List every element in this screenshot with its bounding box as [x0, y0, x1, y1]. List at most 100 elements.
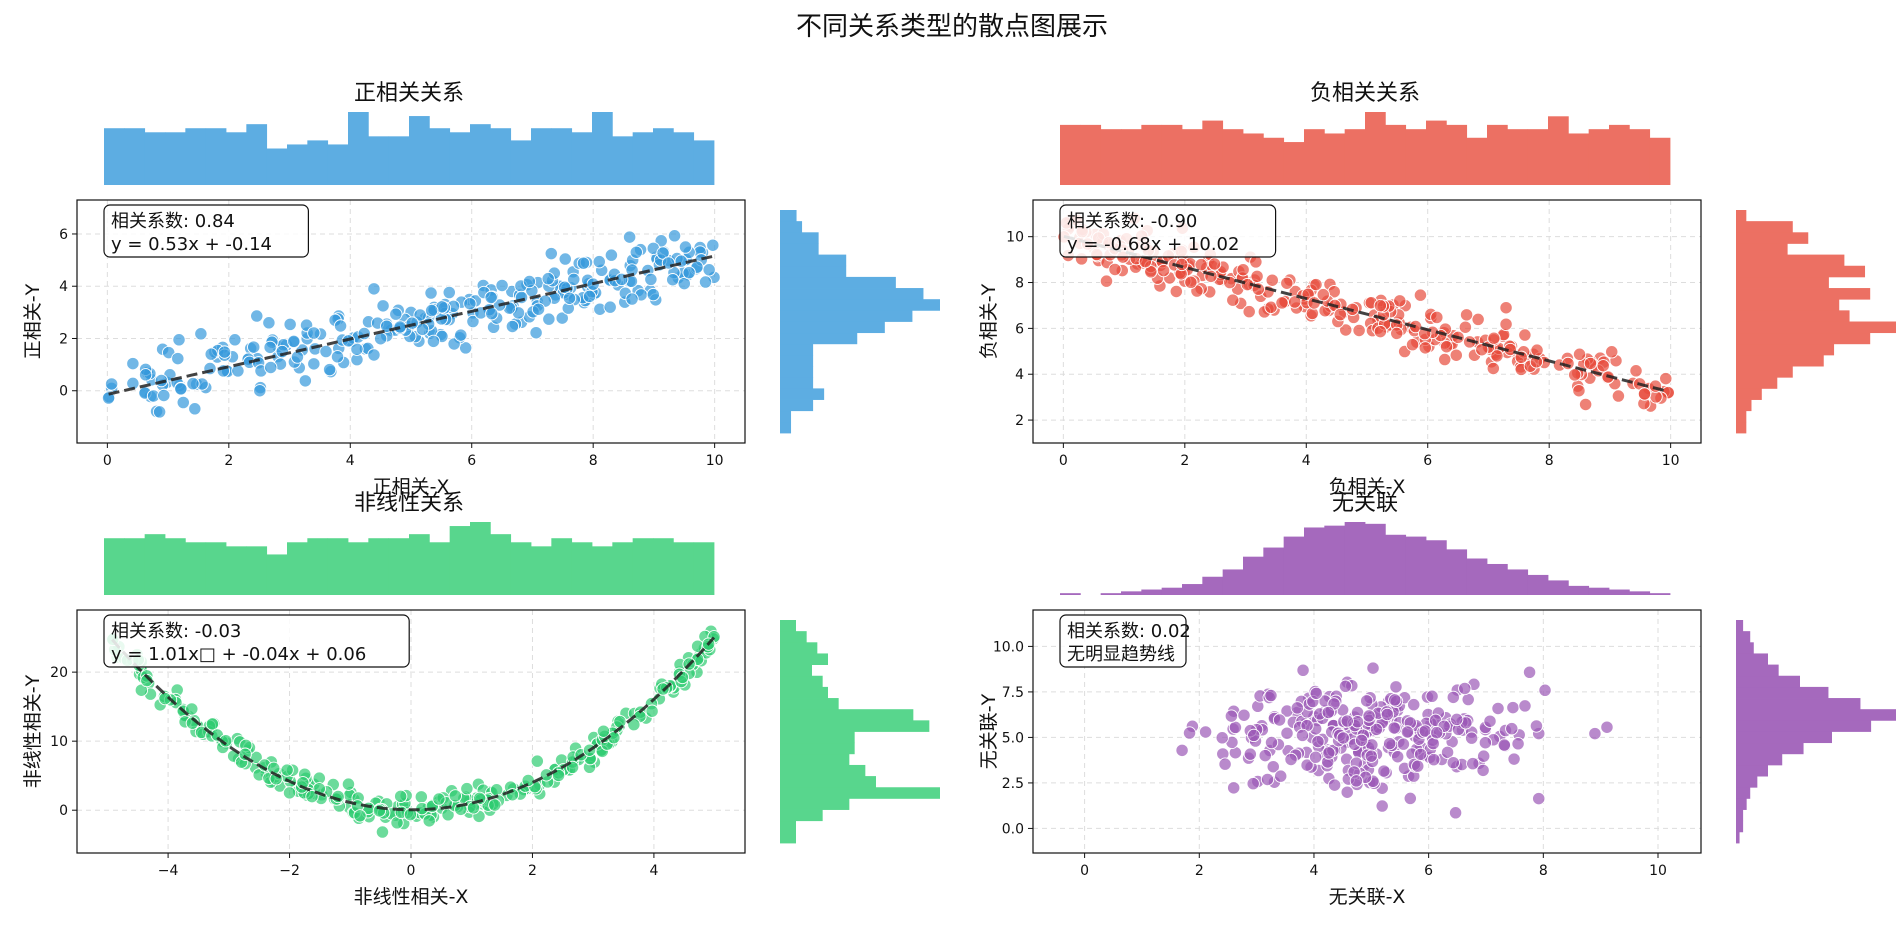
- scatter-point: [307, 357, 321, 371]
- scatter-point: [1272, 713, 1287, 727]
- scatter-point: [484, 290, 498, 305]
- x-histogram-bar: [531, 128, 552, 185]
- scatter-point: [1403, 791, 1417, 806]
- scatter-point: [333, 319, 348, 333]
- scatter-point: [592, 255, 606, 269]
- x-tick-label: −4: [158, 863, 179, 879]
- x-histogram-bar: [1060, 124, 1081, 185]
- annotation-box: [103, 614, 410, 668]
- annotation-line: 相关系数: 0.02: [1067, 621, 1191, 642]
- x-histogram-bar: [1141, 124, 1163, 185]
- scatter-point: [1338, 679, 1353, 693]
- scatter-point: [1321, 705, 1335, 720]
- scatter-point: [447, 337, 461, 351]
- scatter-point: [622, 230, 637, 244]
- scatter-point: [1387, 721, 1401, 735]
- y-histogram-bar: [1736, 742, 1804, 755]
- scatter-point: [1446, 690, 1460, 705]
- x-tick-label: 6: [467, 453, 476, 469]
- x-histogram-bar: [368, 136, 390, 185]
- y-histogram-bar: [1736, 388, 1762, 400]
- x-histogram-bar: [165, 538, 186, 595]
- x-histogram-bar: [653, 128, 674, 185]
- y-tick-label: 10: [1006, 230, 1024, 246]
- scatter-point: [1600, 720, 1614, 734]
- x-histogram-bar: [673, 132, 695, 185]
- scatter-point: [1237, 708, 1251, 722]
- scatter-point: [1280, 726, 1294, 740]
- scatter-point: [1258, 748, 1272, 763]
- x-axis-label: 无关联-X: [1329, 886, 1406, 908]
- x-axis-label: 非线性相关-X: [354, 886, 469, 908]
- x-histogram-bar: [470, 522, 491, 595]
- scatter-point: [702, 263, 716, 277]
- scatter-point: [529, 326, 543, 340]
- annotation-box: [1059, 614, 1187, 668]
- scatter-point: [1260, 772, 1275, 787]
- scatter-point: [1175, 743, 1189, 757]
- axes-frame: [1032, 609, 1702, 854]
- scatter-point: [1430, 726, 1444, 740]
- x-tick-label: 2: [1195, 863, 1204, 879]
- scatter-point: [1438, 352, 1452, 367]
- subplot-title: 正相关关系: [354, 81, 464, 106]
- scatter-point: [298, 374, 312, 388]
- scatter-point: [188, 402, 202, 416]
- annotation-line: 相关系数: -0.90: [1067, 211, 1197, 232]
- x-histogram-bar: [1243, 556, 1264, 595]
- scatter-point: [1458, 320, 1473, 334]
- x-tick-label: 10: [706, 453, 724, 469]
- x-tick-label: 0: [407, 863, 416, 879]
- scatter-point: [1309, 686, 1323, 701]
- scatter-point: [367, 282, 381, 296]
- scatter-point: [1362, 709, 1376, 723]
- y-histogram-bar: [780, 254, 847, 267]
- scatter-point: [629, 245, 643, 259]
- x-histogram-bar: [490, 534, 512, 595]
- scatter-point: [698, 275, 713, 289]
- x-histogram-bar: [1222, 129, 1244, 185]
- x-histogram-bar: [388, 136, 410, 185]
- y-histogram-bar: [780, 288, 924, 300]
- scatter-point: [424, 286, 438, 300]
- scatter-point: [1373, 324, 1388, 339]
- x-tick-label: 0: [1080, 863, 1089, 879]
- scatter-point: [1491, 701, 1505, 716]
- scatter-point: [322, 362, 337, 377]
- scatter-point: [1538, 683, 1552, 697]
- x-histogram-bar: [205, 128, 227, 185]
- y-histogram-bar: [1736, 321, 1896, 334]
- x-histogram-bar: [1304, 527, 1325, 595]
- x-histogram-bar: [1487, 124, 1508, 185]
- y-histogram-bar: [1736, 265, 1866, 278]
- annotation-line: y = 0.53x + -0.14: [111, 234, 272, 255]
- annotation-line: y = 1.01x□ + -0.04x + 0.06: [111, 644, 366, 665]
- scatter-point: [176, 395, 190, 410]
- x-histogram-bar: [1243, 133, 1264, 185]
- x-histogram-bar: [348, 542, 369, 595]
- x-histogram-bar: [226, 546, 247, 595]
- scatter-point: [413, 308, 427, 322]
- x-histogram-bar: [693, 140, 715, 185]
- scatter-point: [1236, 263, 1250, 277]
- scatter-point: [1518, 699, 1532, 713]
- x-histogram-bar: [104, 538, 125, 595]
- scatter-point: [1182, 726, 1197, 740]
- y-histogram-bar: [780, 310, 913, 322]
- x-histogram-bar: [1324, 133, 1346, 185]
- scatter-point: [1393, 294, 1407, 308]
- x-histogram-bar: [1426, 540, 1447, 595]
- x-histogram-bar: [165, 132, 186, 185]
- trend-line: [108, 254, 715, 396]
- x-histogram-bar: [1466, 137, 1488, 185]
- scatter-point: [613, 714, 627, 729]
- x-tick-label: 10: [1662, 453, 1680, 469]
- x-tick-label: 4: [649, 863, 658, 879]
- scatter-point: [204, 347, 218, 361]
- y-tick-label: 4: [59, 279, 68, 295]
- x-histogram-bar: [144, 132, 166, 185]
- scatter-point: [539, 768, 554, 782]
- y-histogram-bar: [1736, 243, 1788, 255]
- annotation-line: 相关系数: -0.03: [111, 621, 241, 642]
